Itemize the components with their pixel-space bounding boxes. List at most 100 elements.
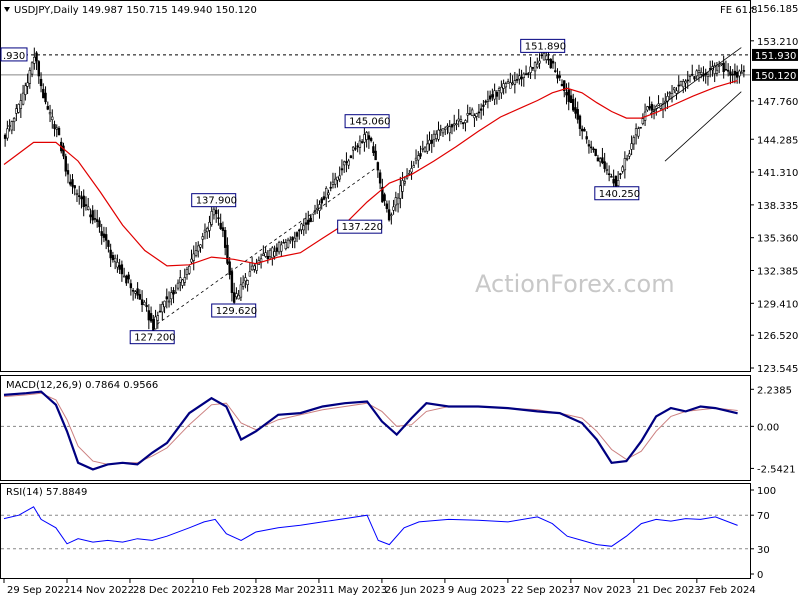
candle-body (118, 265, 121, 270)
candle-body (479, 108, 483, 111)
candle-body (596, 157, 600, 162)
candle-body (203, 229, 207, 233)
candle-body (697, 70, 701, 73)
x-axis-label: 9 Aug 2023 (448, 585, 506, 596)
candle-body (19, 100, 23, 109)
candle-body (69, 181, 72, 185)
candle-body (432, 133, 436, 141)
candle-body (722, 62, 725, 73)
candle-body (172, 290, 175, 295)
candle-body (632, 137, 636, 145)
candle-body (500, 86, 503, 94)
candle-body (598, 158, 602, 163)
candle-body (601, 157, 604, 164)
current-price-marker (752, 68, 798, 81)
candle-body (540, 54, 543, 57)
candle-body (641, 118, 645, 124)
candle-body (84, 204, 88, 207)
candle-body (120, 264, 124, 275)
candle-body (33, 57, 36, 64)
candle-body (300, 223, 303, 230)
watermark: ActionForex.com (475, 270, 675, 298)
candle-body (17, 104, 20, 113)
candle-body (589, 146, 593, 149)
candle-body (89, 214, 92, 218)
candle-body (446, 125, 449, 128)
price-label-box (191, 193, 237, 208)
candle-body (102, 233, 106, 238)
candle-body (273, 251, 276, 257)
candle-body (268, 249, 272, 257)
candle-body (720, 63, 723, 65)
candle-body (495, 91, 499, 97)
candle-body (484, 101, 487, 103)
candle-body (340, 168, 344, 171)
candle-body (134, 291, 137, 294)
candle-body (385, 203, 389, 209)
candle-body (464, 120, 467, 124)
candle-body (547, 58, 550, 61)
candle-body (560, 83, 564, 87)
candle-body (738, 70, 741, 77)
trend-line (649, 47, 742, 115)
candle-body (468, 113, 472, 115)
candle-body (735, 72, 739, 78)
candle-body (293, 237, 296, 242)
candle-body (302, 225, 305, 231)
candle-body (365, 132, 368, 140)
price-label-box (344, 114, 390, 129)
candle-body (412, 165, 415, 168)
candle-body (450, 124, 454, 128)
candle-body (648, 106, 651, 109)
candle-body (511, 82, 514, 85)
candle-body (378, 172, 382, 184)
candle-body (111, 255, 115, 261)
rsi-layer (1, 506, 750, 550)
candle-body (158, 310, 162, 313)
candle-body (684, 80, 687, 84)
candle-body (459, 119, 463, 122)
candle-body (414, 157, 418, 161)
candle-body (572, 98, 575, 111)
candle-body (383, 194, 386, 201)
candle-body (93, 218, 97, 220)
rsi-axis-tick-label: 70 (757, 511, 770, 522)
candle-body (403, 181, 407, 184)
candle-body (691, 73, 694, 76)
x-axis-label: 21 Dec 2023 (637, 585, 701, 596)
price-axis-tick-label: 138.335 (757, 201, 798, 212)
rsi-axis-tick-label: 30 (757, 545, 770, 556)
candle-body (62, 145, 65, 157)
candle-body (356, 145, 359, 148)
candle-body (57, 127, 61, 136)
candle-body (569, 95, 573, 103)
price-label: 140.250 (599, 189, 640, 200)
rsi-pane (0, 483, 751, 579)
candle-body (127, 274, 130, 280)
candle-body (6, 128, 9, 139)
candle-body (188, 265, 191, 274)
candle-body (396, 197, 400, 205)
candle-body (538, 60, 541, 64)
candle-body (358, 140, 362, 148)
candle-body (673, 87, 676, 91)
candle-body (185, 269, 189, 276)
candle-body (679, 80, 683, 86)
candle-body (369, 138, 373, 141)
candle-body (104, 234, 108, 241)
candle-body (354, 147, 357, 150)
candle-body (253, 265, 256, 270)
candle-body (304, 222, 308, 225)
candle-body (565, 92, 568, 96)
candle-body (545, 55, 548, 60)
candle-body (670, 93, 674, 98)
candle-body (726, 69, 730, 72)
candle-body (529, 66, 532, 73)
left-ref-label-box (0, 47, 28, 62)
price-label: 137.900 (196, 196, 237, 207)
candle-body (421, 148, 424, 150)
price-label-box (520, 38, 566, 53)
candle-body (212, 208, 216, 216)
candle-body (506, 81, 510, 84)
candle-body (668, 92, 671, 95)
